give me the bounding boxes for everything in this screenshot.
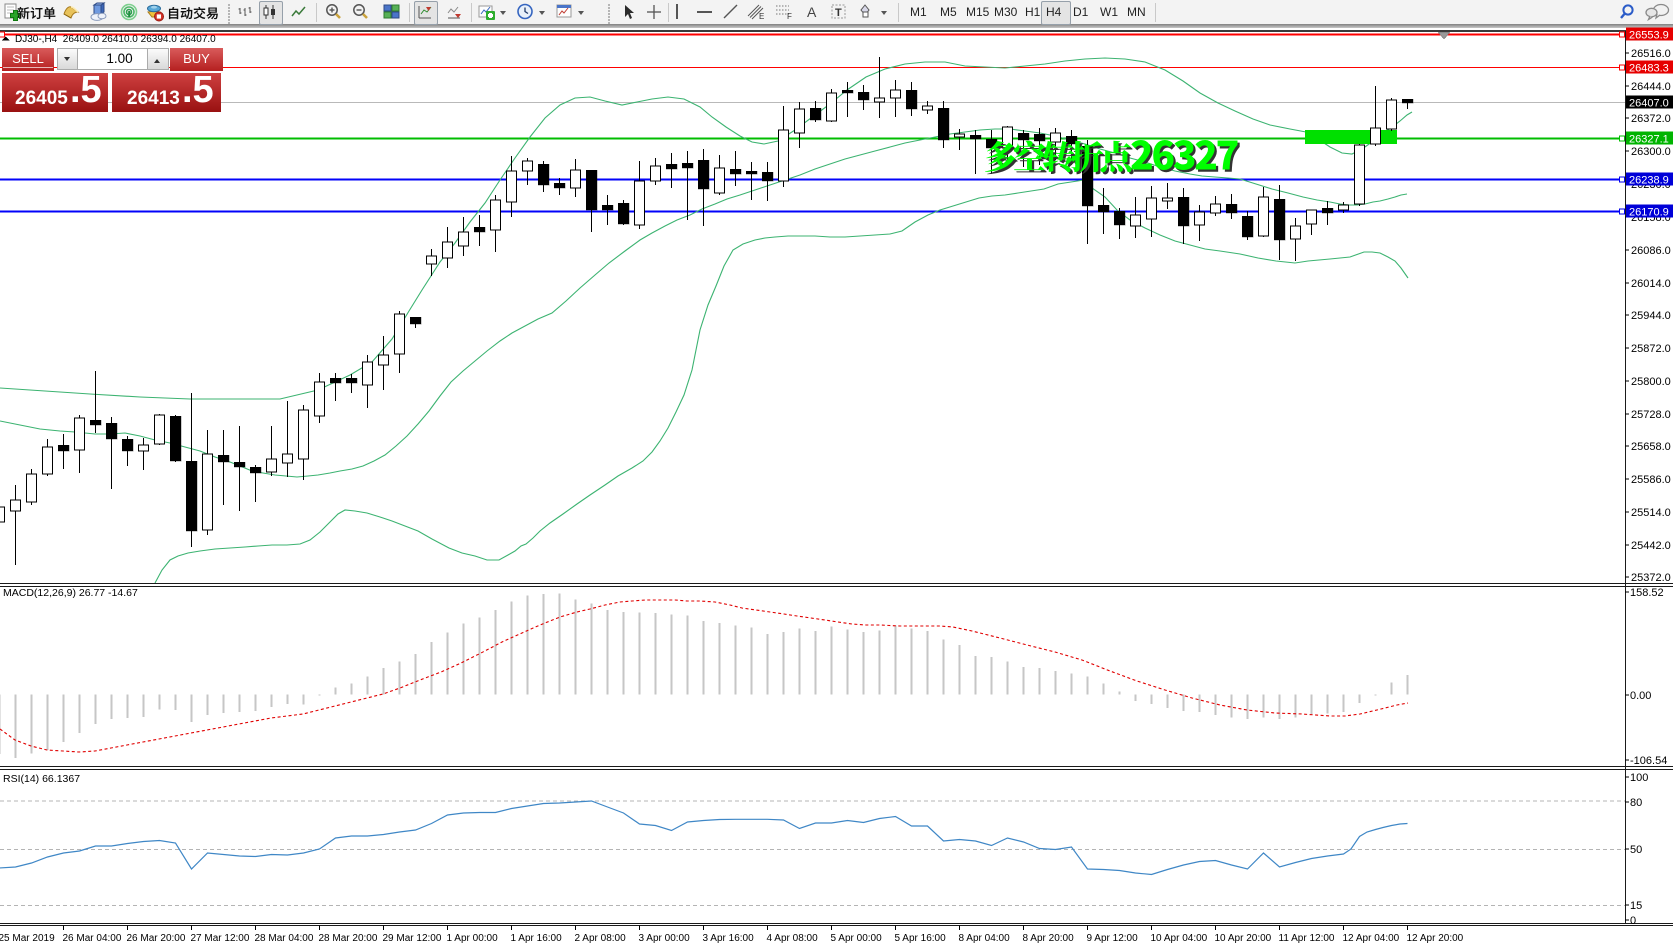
- svg-text:25944.0: 25944.0: [1631, 310, 1671, 322]
- svg-text:25 Mar 2019: 25 Mar 2019: [0, 933, 55, 944]
- svg-text:5 Apr 00:00: 5 Apr 00:00: [831, 933, 883, 944]
- svg-text:27 Mar 12:00: 27 Mar 12:00: [191, 933, 250, 944]
- svg-text:15: 15: [1630, 900, 1642, 912]
- svg-text:25800.0: 25800.0: [1631, 376, 1671, 388]
- svg-text:8 Apr 20:00: 8 Apr 20:00: [1023, 933, 1075, 944]
- svg-text:26300.0: 26300.0: [1631, 146, 1671, 158]
- svg-text:25728.0: 25728.0: [1631, 409, 1671, 421]
- svg-text:80: 80: [1630, 797, 1642, 809]
- svg-text:28 Mar 04:00: 28 Mar 04:00: [255, 933, 314, 944]
- svg-text:3 Apr 00:00: 3 Apr 00:00: [639, 933, 691, 944]
- svg-text:9 Apr 12:00: 9 Apr 12:00: [1087, 933, 1139, 944]
- svg-text:25586.0: 25586.0: [1631, 474, 1671, 486]
- svg-text:26014.0: 26014.0: [1631, 278, 1671, 290]
- svg-text:158.52: 158.52: [1630, 587, 1664, 599]
- svg-text:26553.9: 26553.9: [1629, 30, 1669, 42]
- svg-text:12 Apr 20:00: 12 Apr 20:00: [1407, 933, 1464, 944]
- svg-text:26516.0: 26516.0: [1631, 48, 1671, 60]
- svg-text:11 Apr 12:00: 11 Apr 12:00: [1279, 933, 1335, 944]
- svg-text:DJ30-,H4 26409.0 26410.0 2639: DJ30-,H4 26409.0 26410.0 26394.0 26407.0: [15, 34, 216, 45]
- svg-text:50: 50: [1630, 844, 1642, 856]
- svg-text:100: 100: [1630, 772, 1648, 784]
- svg-text:3 Apr 16:00: 3 Apr 16:00: [703, 933, 755, 944]
- svg-text:T: T: [835, 7, 842, 19]
- svg-text:RSI(14) 66.1367: RSI(14) 66.1367: [3, 773, 80, 785]
- svg-text:2 Apr 08:00: 2 Apr 08:00: [575, 933, 627, 944]
- svg-text:26170.9: 26170.9: [1629, 207, 1669, 219]
- svg-text:0: 0: [1630, 915, 1636, 927]
- svg-text:25372.0: 25372.0: [1631, 572, 1671, 584]
- svg-text:-106.54: -106.54: [1630, 755, 1667, 767]
- svg-text:25872.0: 25872.0: [1631, 343, 1671, 355]
- svg-text:E: E: [759, 12, 764, 21]
- svg-text:26 Mar 04:00: 26 Mar 04:00: [63, 933, 122, 944]
- svg-text:25658.0: 25658.0: [1631, 441, 1671, 453]
- svg-text:29 Mar 12:00: 29 Mar 12:00: [383, 933, 442, 944]
- svg-text:1 Apr 16:00: 1 Apr 16:00: [511, 933, 563, 944]
- svg-text:0.00: 0.00: [1630, 690, 1651, 702]
- svg-text:F: F: [787, 12, 792, 21]
- svg-text:8 Apr 04:00: 8 Apr 04:00: [959, 933, 1011, 944]
- svg-text:26086.0: 26086.0: [1631, 245, 1671, 257]
- svg-text:26372.0: 26372.0: [1631, 113, 1671, 125]
- svg-text:25442.0: 25442.0: [1631, 540, 1671, 552]
- svg-text:12 Apr 04:00: 12 Apr 04:00: [1343, 933, 1400, 944]
- svg-text:26407.0: 26407.0: [1629, 98, 1669, 110]
- svg-text:26327.1: 26327.1: [1629, 134, 1669, 146]
- svg-text:10 Apr 04:00: 10 Apr 04:00: [1151, 933, 1208, 944]
- svg-text:1 Apr 00:00: 1 Apr 00:00: [447, 933, 499, 944]
- svg-text:5 Apr 16:00: 5 Apr 16:00: [895, 933, 947, 944]
- svg-text:26238.9: 26238.9: [1629, 175, 1669, 187]
- svg-text:4 Apr 08:00: 4 Apr 08:00: [767, 933, 819, 944]
- svg-text:MACD(12,26,9) 26.77 -14.67: MACD(12,26,9) 26.77 -14.67: [3, 587, 138, 599]
- svg-text:25514.0: 25514.0: [1631, 507, 1671, 519]
- svg-text:26483.3: 26483.3: [1629, 63, 1669, 75]
- svg-text:10 Apr 20:00: 10 Apr 20:00: [1215, 933, 1272, 944]
- svg-text:28 Mar 20:00: 28 Mar 20:00: [319, 933, 378, 944]
- svg-text:26 Mar 20:00: 26 Mar 20:00: [127, 933, 186, 944]
- svg-text:26444.0: 26444.0: [1631, 81, 1671, 93]
